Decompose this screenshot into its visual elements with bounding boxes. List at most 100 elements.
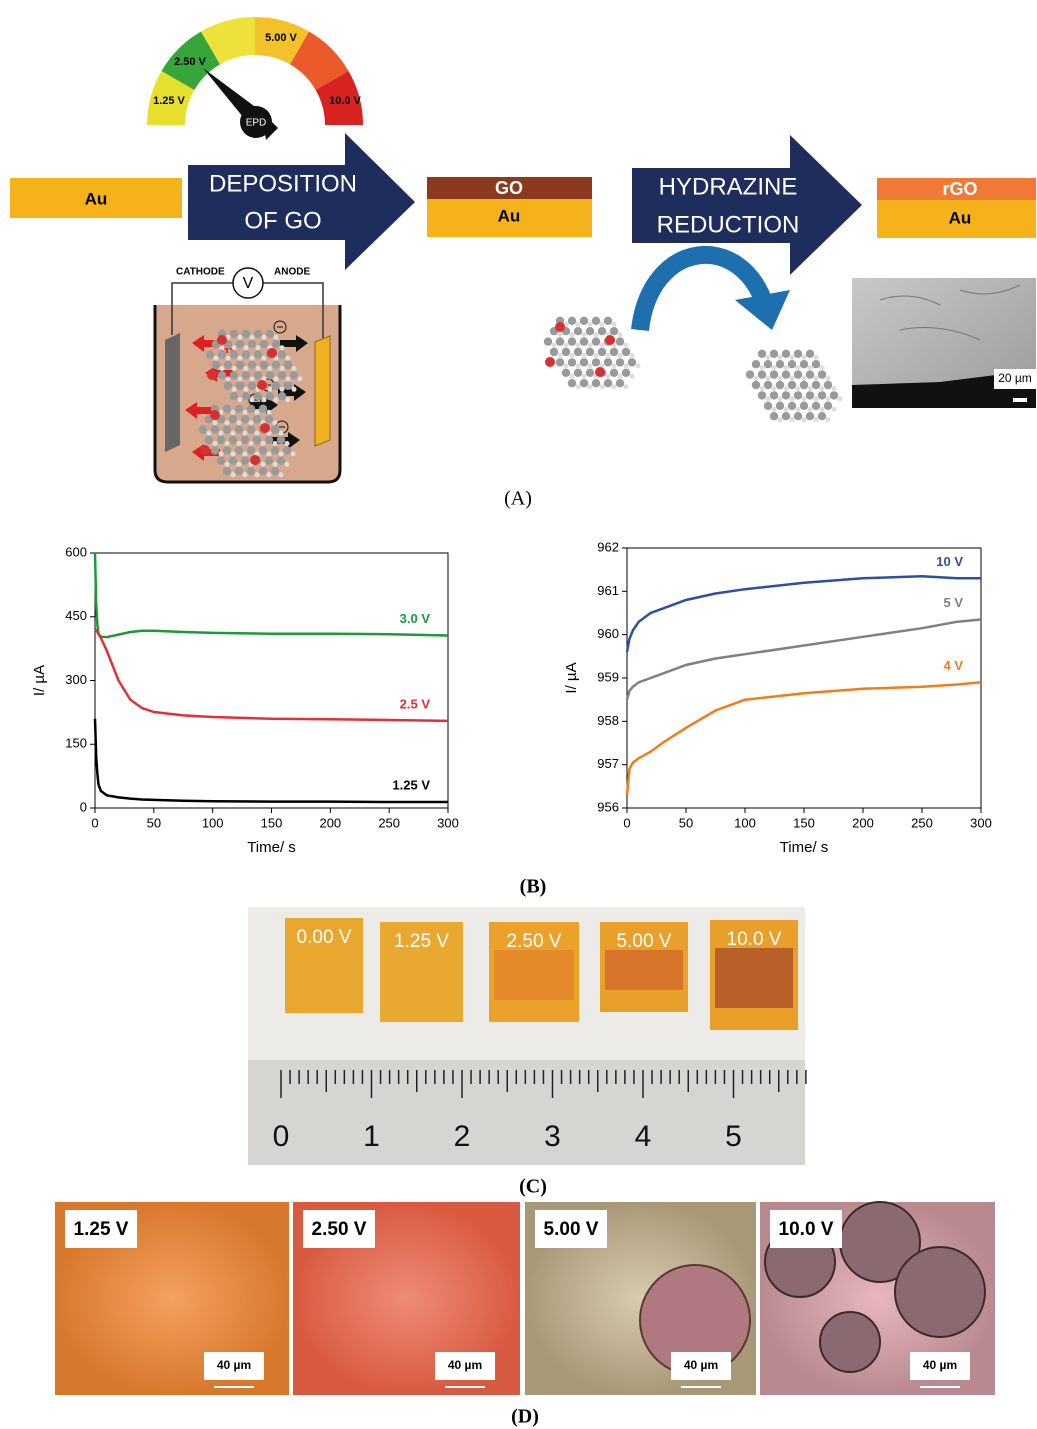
ruler (248, 1060, 805, 1165)
atom (230, 430, 236, 436)
atom (241, 392, 251, 401)
atom (753, 375, 759, 381)
atom (271, 360, 281, 370)
wire (171, 282, 233, 335)
atom (285, 355, 291, 361)
atom (765, 396, 771, 402)
gold-layer (427, 199, 592, 237)
atom (252, 435, 262, 445)
atom (799, 360, 809, 369)
ruler-number: 3 (544, 1120, 561, 1153)
scale-box (910, 1352, 970, 1380)
series-line (93, 718, 448, 804)
gauge-segment (161, 31, 220, 90)
atom (237, 397, 243, 403)
atom (285, 397, 291, 403)
atom (837, 396, 843, 402)
atom (759, 386, 765, 391)
atom (216, 456, 226, 465)
atom (217, 371, 227, 380)
atom (811, 401, 821, 410)
gauge: EPD 1.25 V 2.50 V 5.00 V 10.0 V (147, 17, 363, 140)
atom (593, 332, 599, 338)
atom (249, 397, 255, 403)
micrograph-label: 5.00 V (544, 1219, 599, 1240)
atom (575, 342, 581, 348)
scale-box (204, 1352, 264, 1380)
label-box (770, 1210, 842, 1248)
y-tick-label: 957 (597, 756, 619, 771)
x-tick-label: 300 (970, 815, 992, 830)
gauge-hub (240, 106, 272, 138)
atom (795, 406, 801, 412)
label-box (535, 1210, 607, 1248)
atom (260, 441, 266, 446)
atom (277, 371, 287, 380)
atom (775, 401, 785, 410)
x-tick-label: 250 (378, 815, 400, 830)
atom (557, 353, 563, 358)
atom (627, 358, 637, 367)
atom (777, 396, 783, 402)
atom (825, 396, 831, 402)
go-layer (427, 177, 592, 199)
molecule (198, 329, 303, 478)
atom (765, 354, 771, 360)
atom (787, 360, 797, 369)
atom (807, 365, 813, 371)
sample (285, 918, 363, 1013)
atom (593, 353, 599, 358)
series-label: 1.25 V (392, 777, 430, 792)
micrograph-label: 10.0 V (779, 1219, 834, 1240)
anode (314, 335, 331, 447)
atom (249, 376, 255, 382)
atom (567, 379, 577, 388)
atom (219, 345, 225, 351)
series-line (625, 618, 982, 701)
oxygen (595, 367, 605, 377)
caption: (B) (520, 876, 547, 898)
scale-bar (1013, 398, 1027, 402)
atom (223, 360, 233, 370)
atom (204, 435, 214, 445)
atom (260, 461, 266, 467)
layer-label: GO (495, 178, 523, 198)
atom (218, 451, 224, 457)
atom (282, 446, 292, 455)
atom (247, 381, 257, 390)
atom (278, 472, 284, 478)
x-tick-label: 100 (734, 815, 756, 830)
caption: (C) (519, 1176, 547, 1198)
gold-layer (877, 200, 1036, 238)
atom (621, 368, 631, 377)
atom (222, 404, 232, 413)
atom (246, 446, 256, 455)
atom (819, 406, 825, 412)
oxygen (605, 335, 615, 345)
atom (817, 412, 827, 421)
atom (266, 472, 272, 478)
atom (217, 350, 227, 359)
reduction-arrow-head (735, 290, 790, 330)
atom (224, 441, 230, 446)
y-axis-label: I/ µA (31, 665, 48, 696)
sample-label: 5.00 V (617, 931, 672, 952)
atom (273, 397, 279, 403)
atom (266, 451, 272, 457)
y-tick-label: 300 (65, 672, 87, 687)
atom (795, 365, 801, 371)
atom (561, 347, 571, 357)
atom (267, 366, 273, 371)
atom (757, 391, 767, 400)
micrograph-label: 2.50 V (312, 1219, 367, 1240)
process-arrow (188, 133, 415, 270)
ruler-number: 0 (273, 1120, 290, 1153)
atom (811, 380, 821, 390)
atom (243, 345, 249, 351)
charts: 0 50 100 150 200 250 300 0 150 300 450 600 Time/ s I/… (31, 539, 992, 856)
atom (265, 392, 275, 401)
y-tick-label: 958 (597, 713, 619, 728)
atom (249, 334, 255, 340)
gauge-label: 1.25 V (153, 95, 185, 107)
atom (805, 349, 815, 358)
